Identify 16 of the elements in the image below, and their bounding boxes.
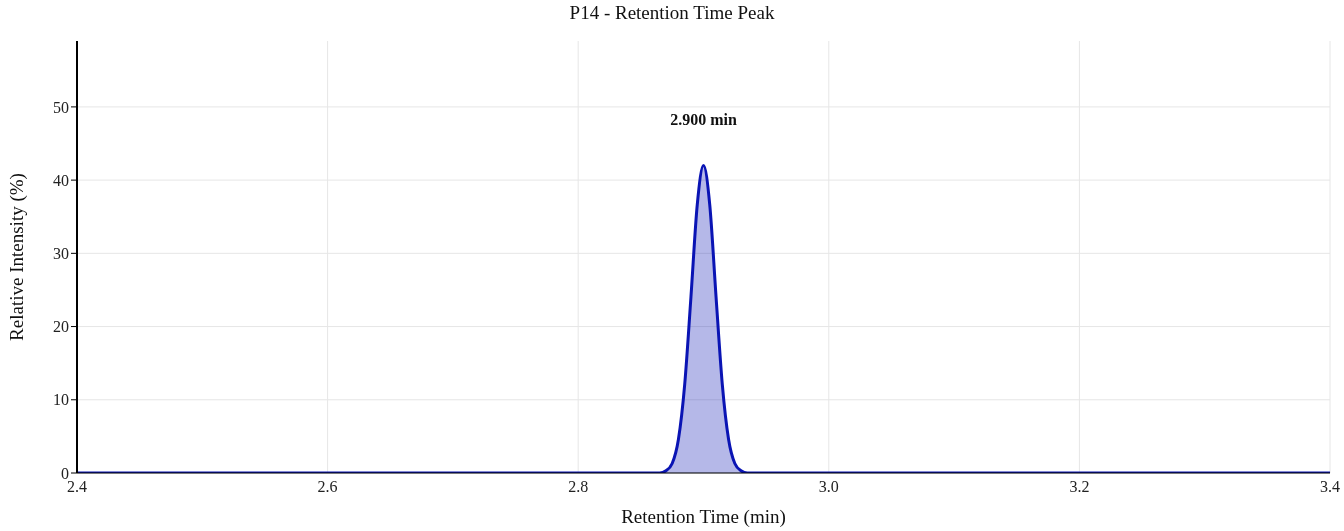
x-tick-label: 3.4 [1320,478,1340,496]
chart-title: P14 - Retention Time Peak [568,2,776,24]
x-tick-label: 3.2 [1069,478,1090,496]
y-tick-label: 50 [53,98,69,116]
x-axis-title: Retention Time (min) [621,506,786,528]
x-tick-label: 2.4 [67,478,87,496]
x-tick-label: 2.6 [317,478,338,496]
x-tick-label: 2.8 [568,478,589,496]
y-tick-label: 40 [53,171,69,189]
y-tick-label: 30 [53,245,69,263]
y-tick-label: 0 [61,464,69,482]
y-axis-title: Relative Intensity (%) [5,173,28,341]
annotation: 2.900 min [670,111,737,129]
x-tick-label: 3.0 [818,478,839,496]
y-tick-label: 20 [53,318,69,336]
y-tick-label: 10 [53,391,69,409]
